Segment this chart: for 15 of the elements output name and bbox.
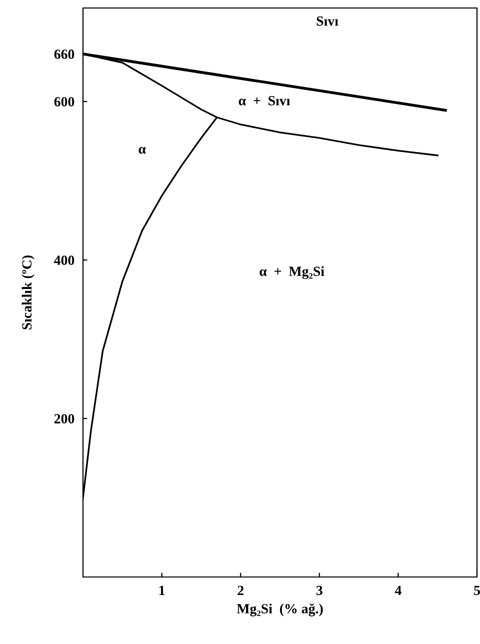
annotation: α + Mg₂Si (260, 266, 324, 279)
annotation: α (138, 147, 146, 154)
annotation: Sıvı (316, 16, 338, 26)
y-axis-title: Sıcaklık (ºC) (22, 256, 34, 330)
x-tick-label: 3 (316, 586, 322, 596)
y-tick-label: 400 (54, 256, 74, 265)
x-axis-title: Mg₂Si (% ağ.) (236, 603, 323, 616)
x-tick-label: 5 (474, 586, 480, 596)
x-tick-label: 4 (394, 586, 402, 595)
y-tick-label: 660 (54, 50, 74, 59)
annotation: α + Sıvı (238, 96, 290, 106)
y-tick-label: 600 (54, 97, 74, 106)
x-tick-label: 2 (238, 586, 244, 595)
y-tick-label: 200 (54, 414, 74, 424)
x-tick-label: 1 (159, 586, 165, 595)
